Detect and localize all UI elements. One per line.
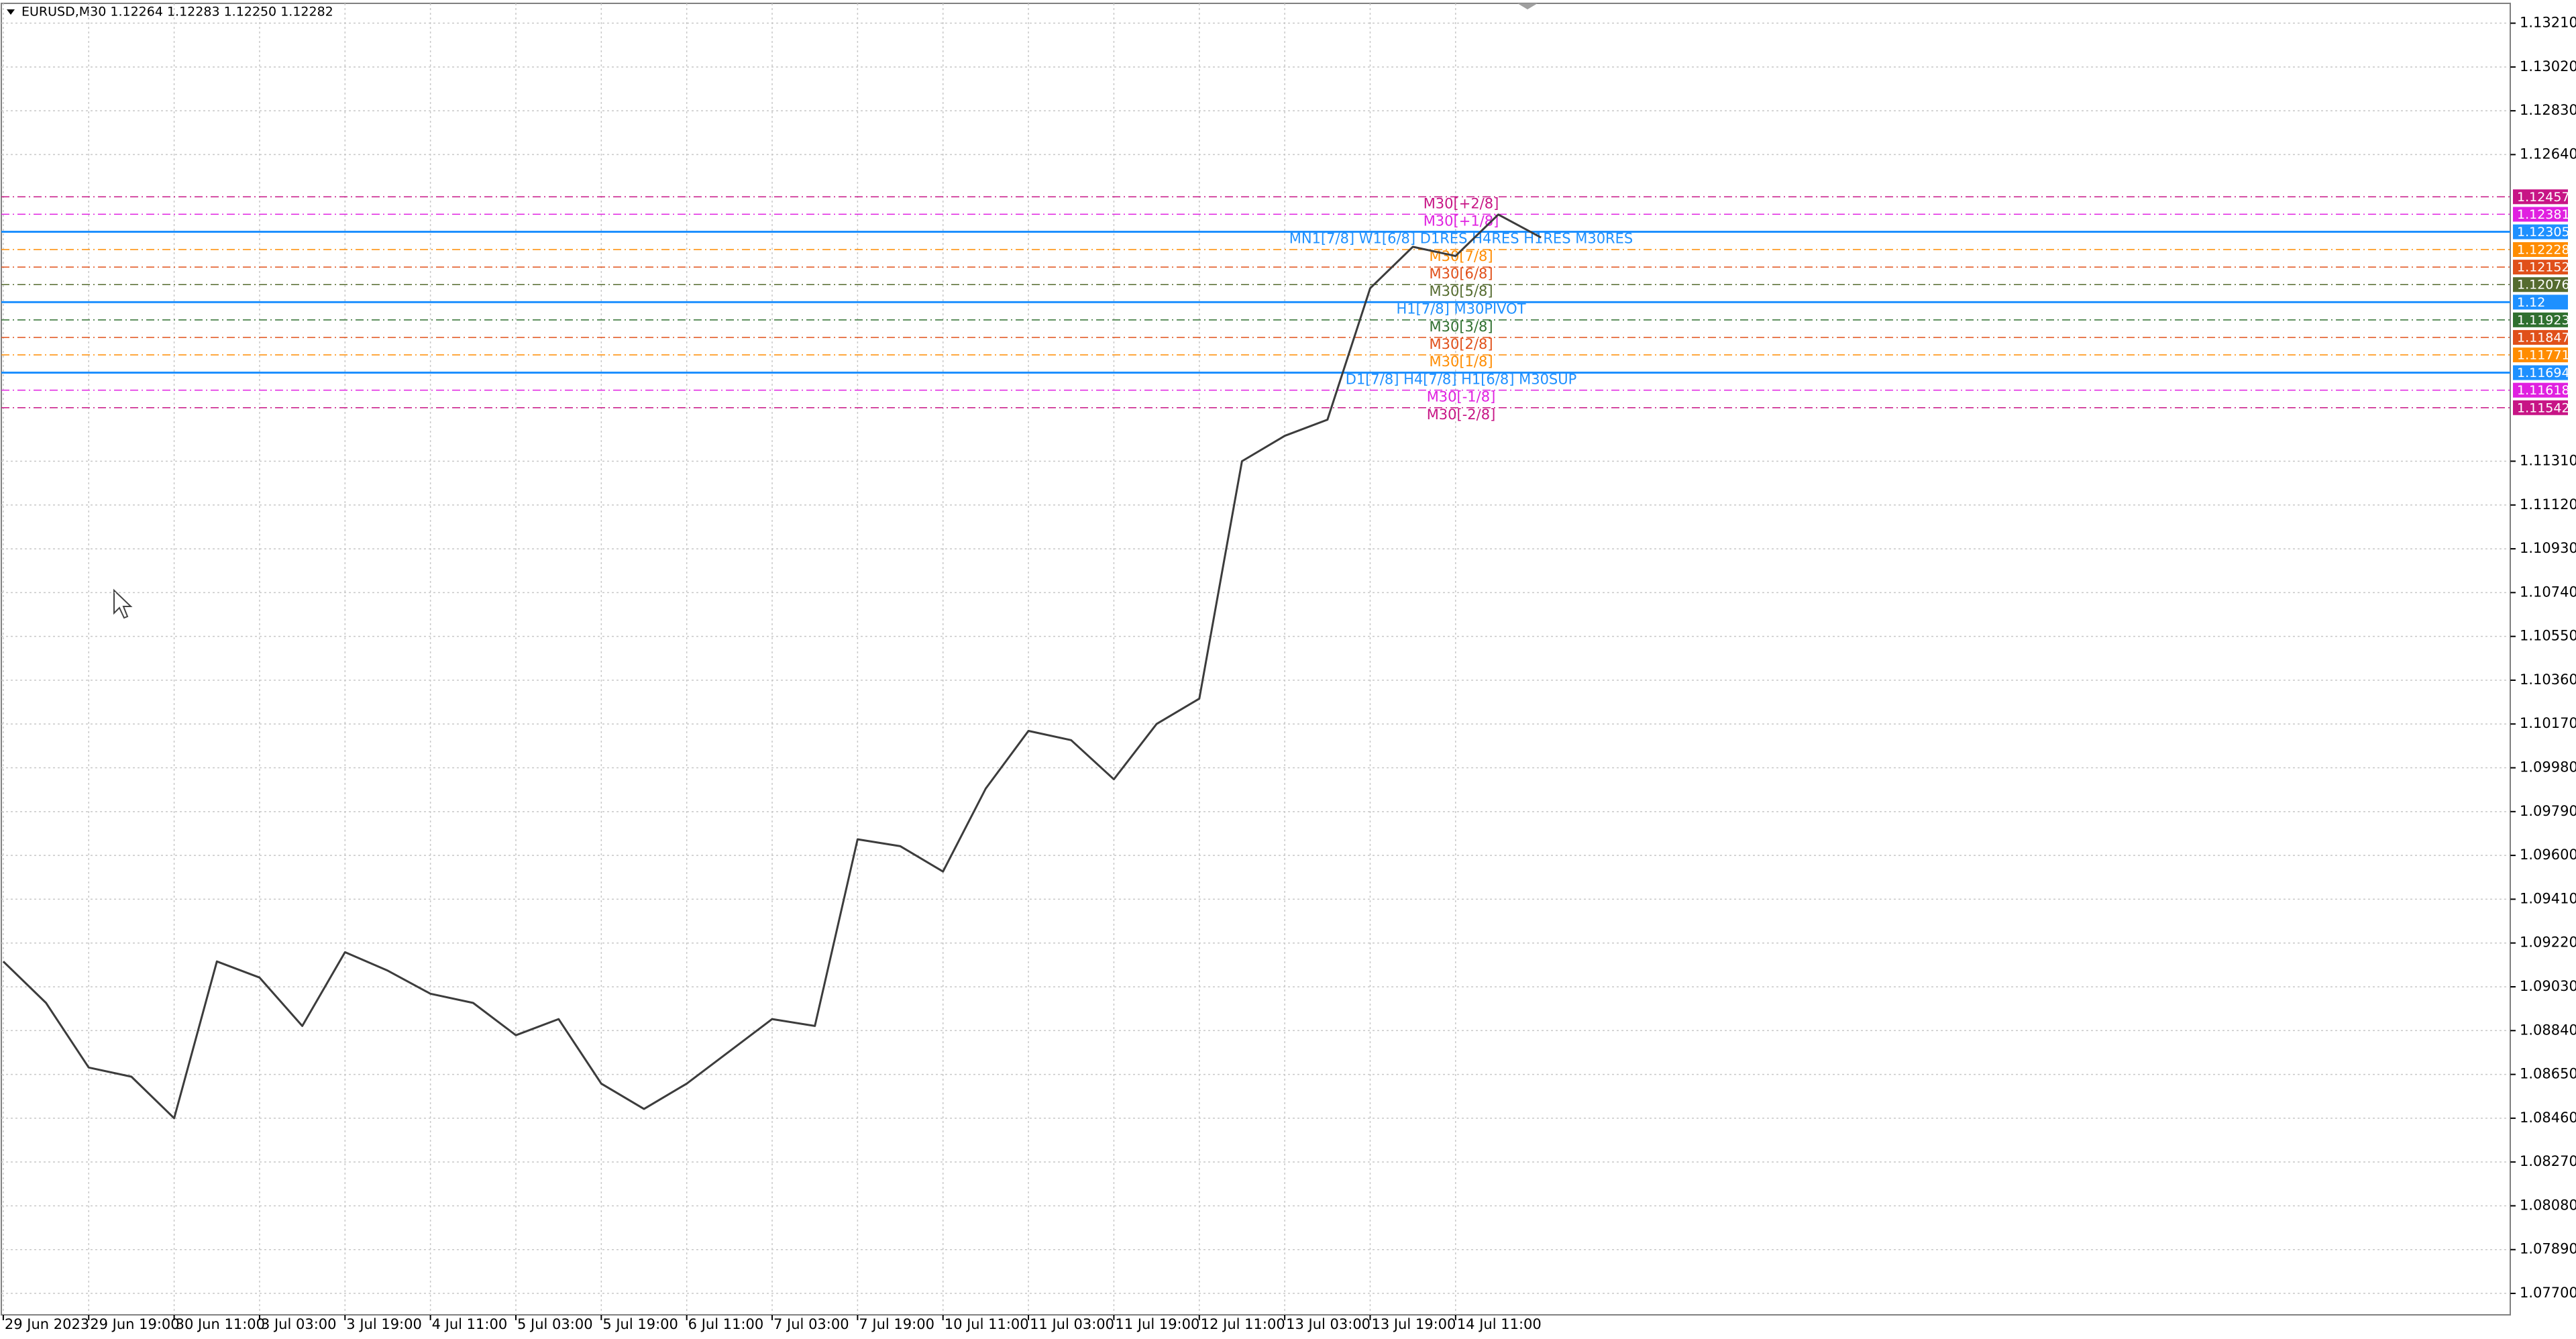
price-label-box <box>2513 189 2568 205</box>
y-tick-label: 1.09790 <box>2520 803 2576 819</box>
x-tick-label: 3 Jul 03:00 <box>261 1316 337 1332</box>
y-tick-label: 1.09410 <box>2520 890 2576 906</box>
x-tick-label: 6 Jul 11:00 <box>688 1316 764 1332</box>
y-tick-label: 1.08650 <box>2520 1066 2576 1082</box>
x-tick-label: 4 Jul 11:00 <box>432 1316 508 1332</box>
y-tick-label: 1.08840 <box>2520 1022 2576 1038</box>
price-label-box <box>2513 400 2568 415</box>
price-label-box <box>2513 294 2568 310</box>
y-tick-label: 1.09220 <box>2520 934 2576 951</box>
x-tick-label: 10 Jul 11:00 <box>945 1316 1029 1332</box>
shift-marker <box>1517 3 1538 9</box>
x-tick-label: 11 Jul 03:00 <box>1030 1316 1114 1332</box>
price-label: 1.12152 <box>2517 260 2570 275</box>
price-label: 1.12228 <box>2517 243 2570 258</box>
price-label-box <box>2513 242 2568 258</box>
x-tick-label: 13 Jul 19:00 <box>1371 1316 1456 1332</box>
level-label: M30[6/8] <box>1429 266 1493 282</box>
y-tick-label: 1.13020 <box>2520 58 2576 74</box>
price-label: 1.11694 <box>2517 366 2570 380</box>
price-label: 1.12381 <box>2517 207 2570 222</box>
mouse-cursor <box>113 588 133 619</box>
y-tick-label: 1.10740 <box>2520 584 2576 600</box>
x-tick-label: 7 Jul 19:00 <box>859 1316 934 1332</box>
level-label: M30[-2/8] <box>1427 407 1496 423</box>
price-label: 1.11847 <box>2517 330 2570 345</box>
y-tick-label: 1.10550 <box>2520 628 2576 644</box>
level-label: M30[2/8] <box>1429 336 1493 352</box>
level-label: H1[7/8] M30PIVOT <box>1396 301 1525 317</box>
y-tick-label: 1.08080 <box>2520 1197 2576 1213</box>
y-tick-label: 1.12640 <box>2520 146 2576 162</box>
price-label-box <box>2513 260 2568 275</box>
y-tick-label: 1.09980 <box>2520 759 2576 775</box>
x-tick-label: 3 Jul 19:00 <box>346 1316 422 1332</box>
level-label: D1[7/8] H4[7/8] H1[6/8] M30SUP <box>1346 372 1577 388</box>
price-label-box <box>2513 347 2568 363</box>
plot-frame <box>1 3 2511 1316</box>
price-label-box <box>2513 329 2568 345</box>
price-line <box>2 213 1542 1120</box>
level-label: MN1[7/8] W1[6/8] D1RES H4RES H1RES M30RE… <box>1289 231 1633 247</box>
price-label: 1.12305 <box>2517 225 2570 239</box>
x-tick-label: 12 Jul 11:00 <box>1201 1316 1285 1332</box>
y-tick-label: 1.11310 <box>2520 452 2576 468</box>
price-label-box <box>2513 207 2568 222</box>
x-tick-label: 7 Jul 03:00 <box>773 1316 849 1332</box>
y-tick-label: 1.07890 <box>2520 1241 2576 1257</box>
price-label: 1.12457 <box>2517 190 2570 205</box>
y-tick-label: 1.08270 <box>2520 1153 2576 1169</box>
x-tick-label: 14 Jul 11:00 <box>1457 1316 1542 1332</box>
y-tick-label: 1.09030 <box>2520 978 2576 994</box>
price-label: 1.11771 <box>2517 348 2570 363</box>
y-tick-label: 1.10170 <box>2520 715 2576 731</box>
level-label: M30[3/8] <box>1429 319 1493 335</box>
y-tick-label: 1.12830 <box>2520 102 2576 118</box>
y-tick-label: 1.13210 <box>2520 15 2576 31</box>
price-label-box <box>2513 224 2568 239</box>
x-tick-label: 29 Jun 2023 <box>5 1316 89 1332</box>
symbol-menu-arrow[interactable] <box>7 9 15 15</box>
x-tick-label: 29 Jun 19:00 <box>90 1316 179 1332</box>
price-label: 1.11542 <box>2517 400 2570 415</box>
price-label: 1.11923 <box>2517 313 2570 327</box>
price-label-box <box>2513 365 2568 380</box>
level-label: M30[1/8] <box>1429 354 1493 370</box>
level-label: M30[-1/8] <box>1427 389 1496 405</box>
price-label-box <box>2513 382 2568 398</box>
price-label-box <box>2513 277 2568 292</box>
y-tick-label: 1.08460 <box>2520 1110 2576 1126</box>
y-tick-label: 1.07700 <box>2520 1285 2576 1301</box>
y-tick-label: 1.10930 <box>2520 540 2576 556</box>
y-tick-label: 1.11120 <box>2520 496 2576 513</box>
price-label-box <box>2513 312 2568 327</box>
level-label: M30[+2/8] <box>1424 195 1499 211</box>
y-tick-label: 1.09600 <box>2520 847 2576 863</box>
level-label: M30[5/8] <box>1429 283 1493 299</box>
x-tick-label: 11 Jul 19:00 <box>1115 1316 1199 1332</box>
price-label: 1.12 <box>2517 295 2545 310</box>
y-tick-label: 1.10360 <box>2520 672 2576 688</box>
x-tick-label: 30 Jun 11:00 <box>176 1316 265 1332</box>
price-label: 1.12076 <box>2517 278 2570 292</box>
x-tick-label: 13 Jul 03:00 <box>1286 1316 1371 1332</box>
chart-title: EURUSD,M30 1.12264 1.12283 1.12250 1.122… <box>21 5 333 19</box>
x-tick-label: 5 Jul 03:00 <box>517 1316 593 1332</box>
level-label: M30[+1/8] <box>1424 213 1499 229</box>
x-tick-label: 5 Jul 19:00 <box>602 1316 678 1332</box>
price-label: 1.11618 <box>2517 383 2570 398</box>
